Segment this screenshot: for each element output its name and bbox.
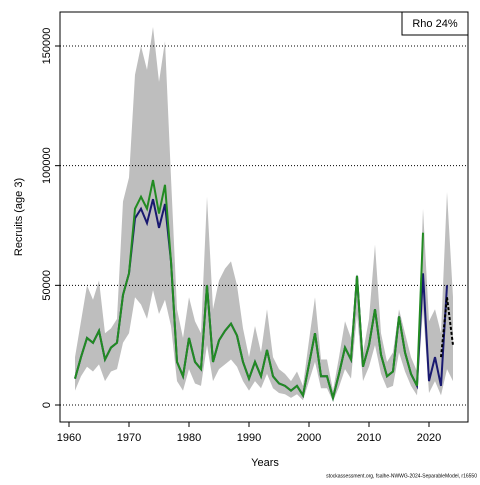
series-line bbox=[440, 297, 454, 358]
y-tick-label: 0 bbox=[41, 402, 53, 408]
x-tick-label: 1970 bbox=[117, 432, 141, 444]
x-axis-label: Years bbox=[251, 457, 279, 469]
x-tick-label: 1990 bbox=[237, 432, 261, 444]
plot-frame bbox=[59, 11, 469, 423]
x-tick-label: 2020 bbox=[417, 432, 441, 444]
series-line bbox=[74, 179, 424, 402]
y-tick-label: 100000 bbox=[41, 147, 53, 184]
x-tick-label: 1960 bbox=[57, 432, 81, 444]
x-tick-label: 2000 bbox=[297, 432, 321, 444]
x-tick-label: 2010 bbox=[357, 432, 381, 444]
annotation-box bbox=[401, 11, 469, 36]
footer: stockassessment.org, fsalhe-NWWG-2024-Se… bbox=[326, 473, 477, 479]
y-axis-label: Recruits (age 3) bbox=[13, 178, 25, 256]
x-tick-label: 1980 bbox=[177, 432, 201, 444]
y-tick-label: 150000 bbox=[41, 28, 53, 65]
y-tick-label: 50000 bbox=[41, 270, 53, 301]
annotation: Rho 24% bbox=[412, 18, 457, 30]
